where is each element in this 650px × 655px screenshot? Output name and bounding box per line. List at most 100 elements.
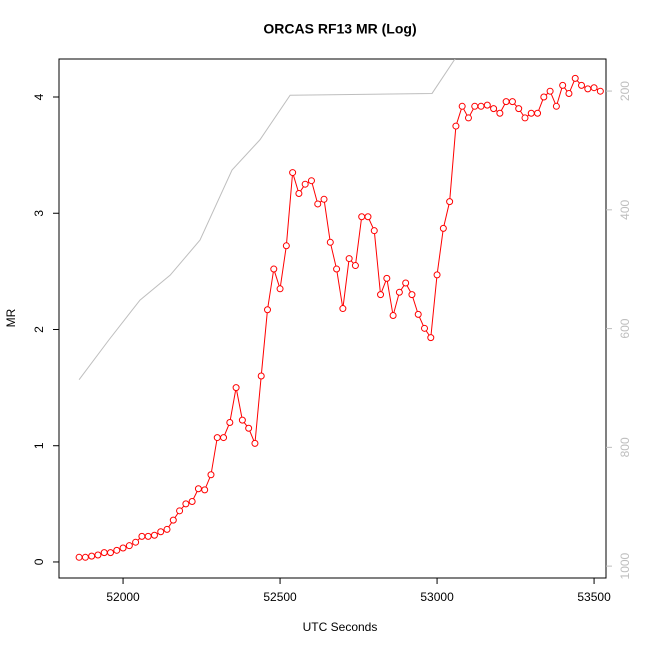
data-point xyxy=(157,528,165,536)
data-point xyxy=(464,114,472,122)
data-point xyxy=(584,85,592,93)
data-point xyxy=(75,553,83,561)
data-point xyxy=(483,101,491,109)
data-point xyxy=(370,227,378,235)
data-point xyxy=(119,544,127,552)
data-point xyxy=(552,102,560,110)
data-point xyxy=(106,549,114,557)
data-point xyxy=(571,74,579,82)
data-point xyxy=(364,213,372,221)
data-point xyxy=(207,471,215,479)
data-point xyxy=(132,538,140,546)
x-tick-label: 53500 xyxy=(577,590,611,604)
data-point xyxy=(590,84,598,92)
data-point xyxy=(289,169,297,177)
data-point xyxy=(408,291,416,299)
data-point xyxy=(559,81,567,89)
data-point xyxy=(402,279,410,287)
y-tick-label: 0 xyxy=(32,558,46,565)
data-point xyxy=(213,434,221,442)
data-point xyxy=(527,109,535,117)
y2-tick-label: 600 xyxy=(618,318,632,338)
series-line xyxy=(78,59,456,380)
data-point xyxy=(433,271,441,279)
data-point xyxy=(320,195,328,203)
plot-frame xyxy=(58,58,607,579)
data-point xyxy=(188,498,196,506)
data-point xyxy=(345,255,353,263)
data-point xyxy=(182,500,190,508)
data-point xyxy=(458,102,466,110)
y2-tick-label: 800 xyxy=(618,437,632,457)
data-point xyxy=(377,291,385,299)
data-point xyxy=(176,507,184,515)
data-point xyxy=(439,224,447,232)
data-point xyxy=(414,310,422,318)
data-point xyxy=(508,98,516,106)
data-point xyxy=(471,102,479,110)
data-point xyxy=(389,312,397,320)
data-point xyxy=(358,213,366,221)
data-point xyxy=(326,238,334,246)
data-point xyxy=(81,553,89,561)
y-tick-label: 2 xyxy=(32,326,46,333)
data-point xyxy=(282,242,290,250)
y-tick-label: 3 xyxy=(32,210,46,217)
data-point xyxy=(383,274,391,282)
data-point xyxy=(540,93,548,101)
x-axis-label: UTC Seconds xyxy=(303,620,378,634)
data-point xyxy=(138,532,146,540)
data-point xyxy=(226,418,234,426)
y2-tick-label: 200 xyxy=(618,81,632,101)
data-point xyxy=(194,485,202,493)
y2-tick-label: 1000 xyxy=(618,552,632,579)
x-tick-label: 52500 xyxy=(263,590,297,604)
data-point xyxy=(502,98,510,106)
data-point xyxy=(452,122,460,130)
data-point xyxy=(301,180,309,188)
data-point xyxy=(163,525,171,533)
data-point xyxy=(220,434,228,442)
data-point xyxy=(427,334,435,342)
data-point xyxy=(150,531,158,539)
data-point xyxy=(232,384,240,392)
y-axis-label: MR xyxy=(4,308,18,327)
data-point xyxy=(515,105,523,113)
plot-area xyxy=(75,59,604,561)
data-point xyxy=(257,372,265,380)
data-point xyxy=(144,532,152,540)
data-point xyxy=(201,486,209,494)
y-tick-label: 4 xyxy=(32,93,46,100)
data-point xyxy=(264,306,272,314)
data-point xyxy=(169,516,177,524)
data-point xyxy=(276,285,284,293)
data-point xyxy=(251,439,259,447)
data-point xyxy=(496,109,504,117)
data-point xyxy=(307,177,315,185)
data-point xyxy=(421,324,429,332)
data-point xyxy=(270,265,278,273)
data-point xyxy=(490,105,498,113)
data-point xyxy=(113,546,121,554)
data-point xyxy=(339,305,347,313)
y-tick-label: 1 xyxy=(32,442,46,449)
data-point xyxy=(596,87,604,95)
data-point xyxy=(521,114,529,122)
y2-tick-label: 400 xyxy=(618,199,632,219)
data-point xyxy=(578,81,586,89)
data-point xyxy=(534,109,542,117)
data-point xyxy=(351,262,359,270)
data-point xyxy=(238,416,246,424)
data-point xyxy=(314,200,322,208)
data-point xyxy=(88,552,96,560)
data-point xyxy=(295,189,303,197)
data-point xyxy=(546,87,554,95)
x-tick-label: 53000 xyxy=(420,590,454,604)
data-point xyxy=(333,265,341,273)
data-point xyxy=(100,549,108,557)
data-point xyxy=(446,198,454,206)
x-tick-label: 52000 xyxy=(106,590,140,604)
